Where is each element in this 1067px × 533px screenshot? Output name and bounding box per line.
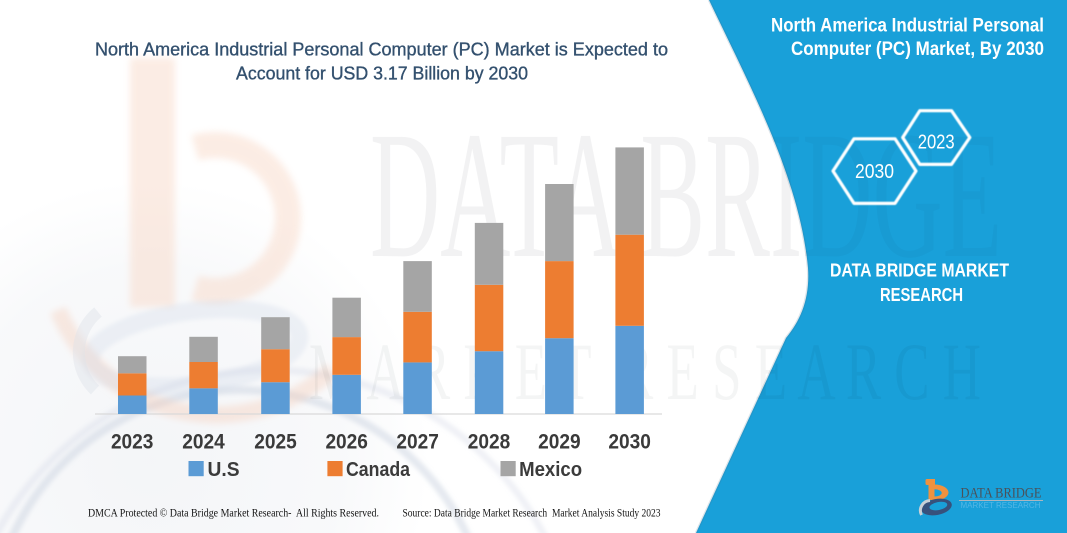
svg-text:Canada: Canada bbox=[346, 458, 411, 481]
svg-text:U.S: U.S bbox=[208, 458, 240, 481]
svg-text:DMCA Protected © Data Bridge M: DMCA Protected © Data Bridge Market Rese… bbox=[88, 506, 379, 520]
svg-text:2030: 2030 bbox=[855, 161, 894, 183]
svg-text:2026: 2026 bbox=[325, 430, 368, 454]
svg-text:Account for USD 3.17 Billion b: Account for USD 3.17 Billion by 2030 bbox=[236, 63, 528, 84]
svg-text:2027: 2027 bbox=[396, 430, 439, 454]
svg-text:North America Industrial Perso: North America Industrial Personal bbox=[771, 14, 1044, 36]
svg-text:2029: 2029 bbox=[538, 430, 581, 454]
svg-text:2028: 2028 bbox=[468, 430, 511, 454]
svg-text:2023: 2023 bbox=[111, 430, 154, 454]
svg-text:Source: Data Bridge Market Res: Source: Data Bridge Market Research Mark… bbox=[403, 506, 661, 520]
svg-text:DATA BRIDGE: DATA BRIDGE bbox=[961, 486, 1042, 502]
svg-text:RESEARCH: RESEARCH bbox=[880, 285, 963, 305]
svg-text:North America Industrial Perso: North America Industrial Personal Comput… bbox=[95, 39, 668, 60]
svg-text:2030: 2030 bbox=[608, 430, 651, 454]
svg-text:2025: 2025 bbox=[254, 430, 297, 454]
svg-text:2024: 2024 bbox=[182, 430, 225, 454]
svg-text:Computer (PC) Market, By 2030: Computer (PC) Market, By 2030 bbox=[791, 38, 1044, 60]
svg-text:2023: 2023 bbox=[918, 132, 955, 154]
svg-text:DATA BRIDGE MARKET: DATA BRIDGE MARKET bbox=[830, 261, 1009, 281]
svg-text:Mexico: Mexico bbox=[519, 458, 582, 481]
svg-text:MARKET RESEARCH: MARKET RESEARCH bbox=[961, 501, 1041, 510]
